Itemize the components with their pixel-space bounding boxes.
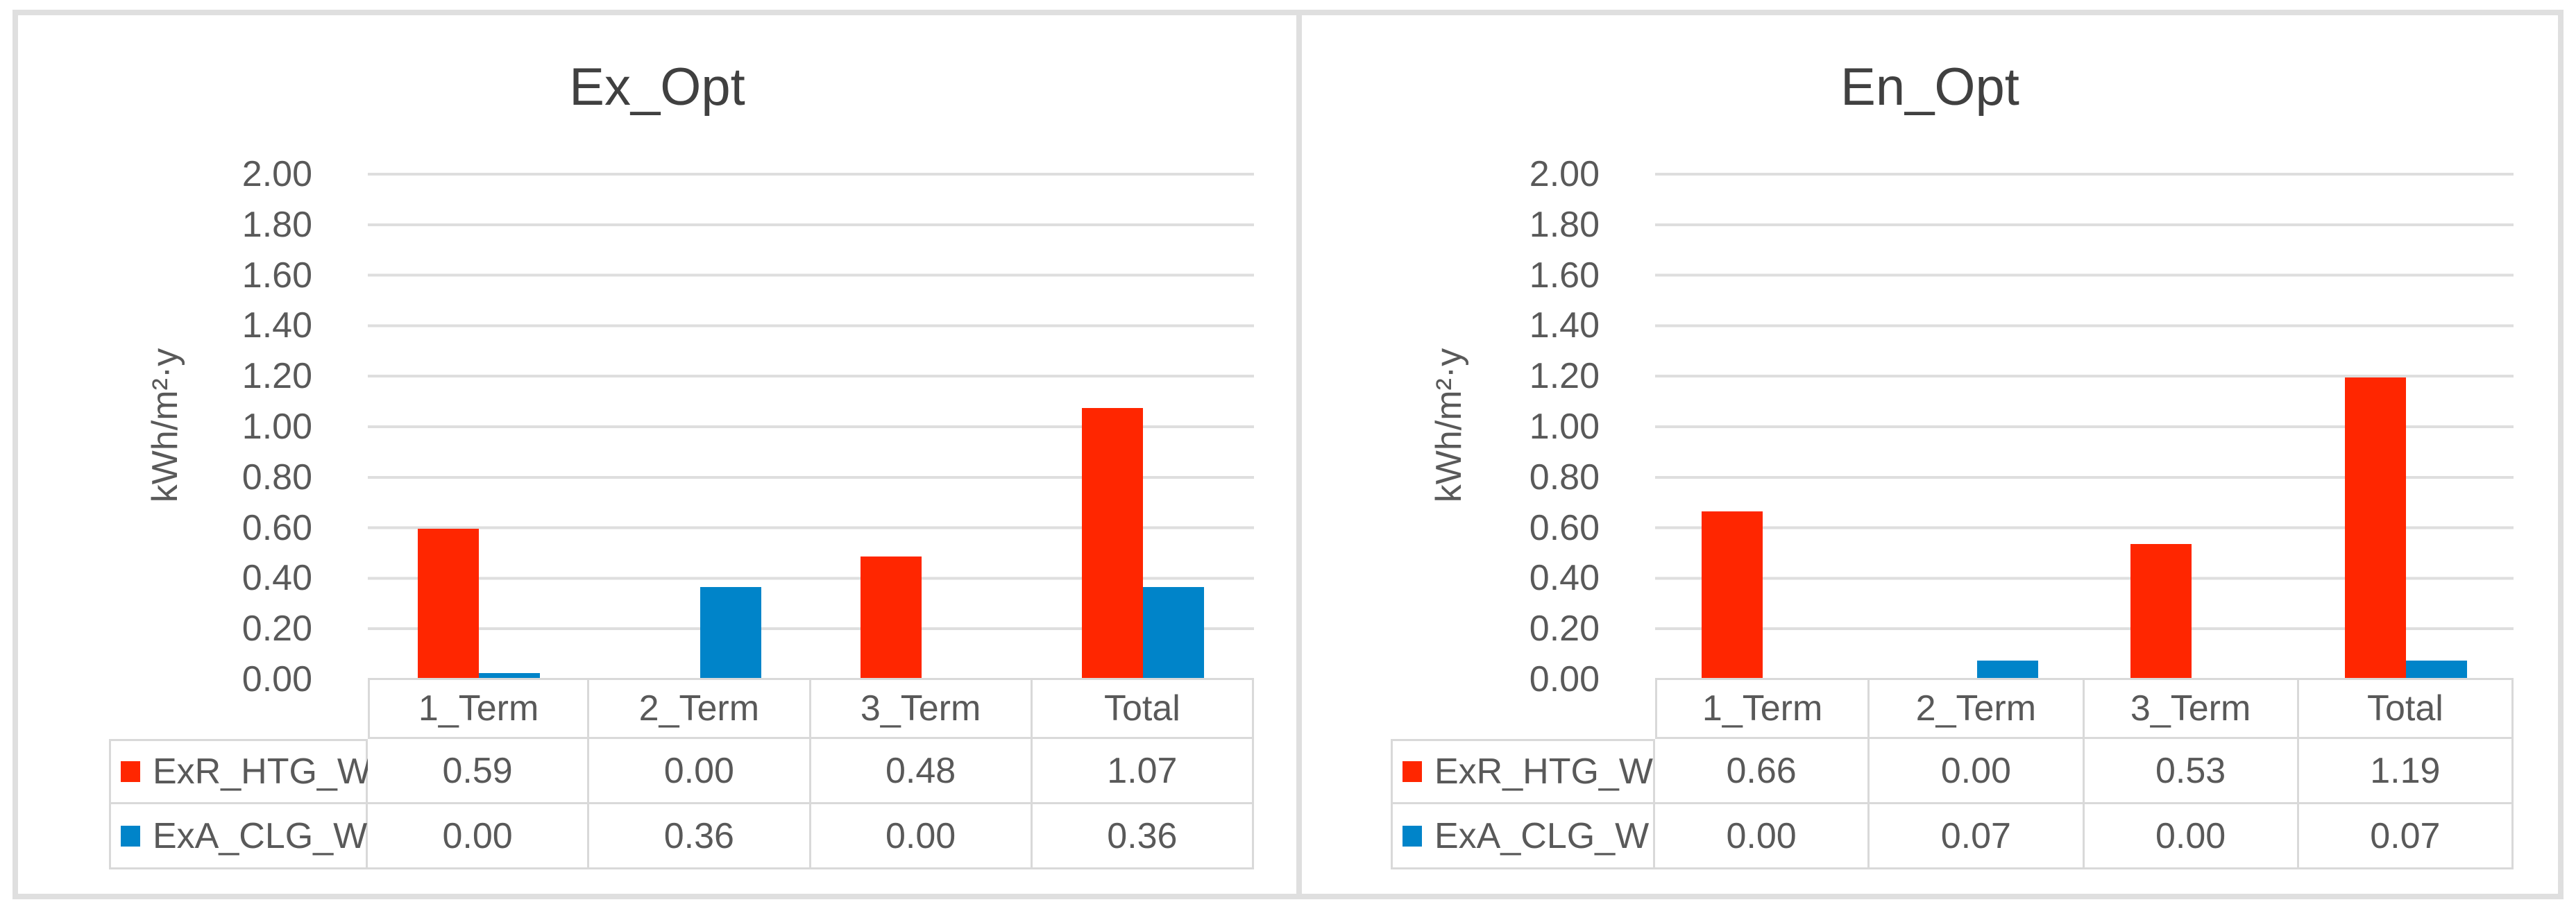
y-tick-label: 2.00 [242,154,312,194]
series-name: ExR_HTG_W [1434,751,1653,792]
plot-area-with-gridlines [368,173,1254,678]
bar-exa-clg-w-total [1143,587,1205,678]
table-value: 0.00 [589,739,811,804]
category-group-total [1033,173,1254,678]
table-value: 0.00 [811,804,1033,869]
table-value: 0.53 [2084,739,2299,804]
category-header: Total [2298,678,2514,739]
y-tick-label: 1.00 [1529,407,1600,447]
y-tick-label: 1.60 [1529,255,1600,296]
table-value: 1.07 [1032,739,1254,804]
chart-panel-ex-opt: Ex_Opt kWh/m²·y 2.00 1.80 1.60 1.40 1.20… [18,0,1296,909]
category-group-1-term [1655,173,1870,678]
bar-exr-htg-w-1-term [1701,511,1763,678]
y-axis-tick-labels: 2.00 1.80 1.60 1.40 1.20 1.00 0.80 0.60 … [1302,0,1600,909]
category-group-2-term [589,173,811,678]
series-name: ExR_HTG_W [153,751,371,792]
table-value: 0.66 [1655,739,1870,804]
y-tick-label: 0.60 [242,508,312,548]
category-header: 2_Term [589,678,811,739]
y-tick-label: 0.40 [1529,558,1600,598]
category-header: 2_Term [1870,678,2085,739]
bar-exa-clg-w-2-term [700,587,761,678]
legend-key-blue-swatch [121,825,140,847]
y-tick-label: 0.20 [1529,609,1600,649]
y-tick-label: 0.00 [242,659,312,699]
bar-exr-htg-w-3-term [2130,544,2192,678]
bar-exr-htg-w-3-term [861,557,922,678]
legend-key-red-swatch [1403,761,1422,782]
bar-exr-htg-w-total [1082,408,1144,678]
table-value: 0.36 [589,804,811,869]
series-row-label: ExA_CLG_W [1391,804,1655,869]
y-tick-label: 0.40 [242,558,312,598]
y-tick-label: 0.80 [1529,457,1600,498]
bar-exr-htg-w-1-term [417,529,479,678]
table-value: 0.59 [368,739,590,804]
data-table: 1_Term 2_Term 3_Term Total ExR_HTG_W 0.5… [109,678,1254,869]
category-group-3-term [811,173,1033,678]
category-header: 1_Term [368,678,590,739]
legend-key-blue-swatch [1403,825,1422,847]
y-tick-label: 1.80 [1529,205,1600,245]
table-corner-blank [109,678,368,739]
table-value: 0.00 [368,804,590,869]
panel-divider [1296,10,1302,899]
bar-exa-clg-w-total [2406,661,2468,678]
category-header: 1_Term [1655,678,1870,739]
table-value: 0.07 [2298,804,2514,869]
bar-exa-clg-w-2-term [1976,661,2038,678]
y-tick-label: 1.80 [242,205,312,245]
y-tick-label: 0.60 [1529,508,1600,548]
table-value: 0.00 [2084,804,2299,869]
y-tick-label: 1.40 [1529,305,1600,346]
chart-panel-en-opt: En_Opt kWh/m²·y 2.00 1.80 1.60 1.40 1.20… [1302,0,2558,909]
series-row-label: ExR_HTG_W [1391,739,1655,804]
category-header: Total [1032,678,1254,739]
plot-area-with-gridlines [1655,173,2514,678]
y-tick-label: 0.80 [242,457,312,498]
bar-exr-htg-w-total [2345,377,2407,678]
y-tick-label: 1.60 [242,255,312,296]
y-tick-label: 1.00 [242,407,312,447]
y-tick-label: 0.00 [1529,659,1600,699]
chart-title: Ex_Opt [569,58,745,117]
table-value: 0.07 [1870,804,2085,869]
table-value: 0.00 [1655,804,1870,869]
category-group-total [2299,173,2514,678]
y-tick-label: 0.20 [242,609,312,649]
series-row-label: ExA_CLG_W [109,804,368,869]
category-header: 3_Term [811,678,1033,739]
y-tick-label: 1.40 [242,305,312,346]
y-tick-label: 2.00 [1529,154,1600,194]
series-name: ExA_CLG_W [1434,815,1650,856]
table-corner-blank [1391,678,1655,739]
table-value: 0.00 [1870,739,2085,804]
y-axis-tick-labels: 2.00 1.80 1.60 1.40 1.20 1.00 0.80 0.60 … [18,0,312,909]
category-group-3-term [2085,173,2299,678]
table-value: 1.19 [2298,739,2514,804]
category-group-2-term [1870,173,2084,678]
category-group-1-term [368,173,589,678]
category-header: 3_Term [2084,678,2299,739]
legend-key-red-swatch [121,761,140,782]
series-row-label: ExR_HTG_W [109,739,371,804]
chart-title: En_Opt [1840,58,2019,117]
bar-exa-clg-w-1-term [478,673,540,678]
data-table: 1_Term 2_Term 3_Term Total ExR_HTG_W 0.6… [1391,678,2514,869]
table-value: 0.36 [1032,804,1254,869]
y-tick-label: 1.20 [242,356,312,396]
y-tick-label: 1.20 [1529,356,1600,396]
series-name: ExA_CLG_W [153,815,368,856]
table-value: 0.48 [811,739,1033,804]
